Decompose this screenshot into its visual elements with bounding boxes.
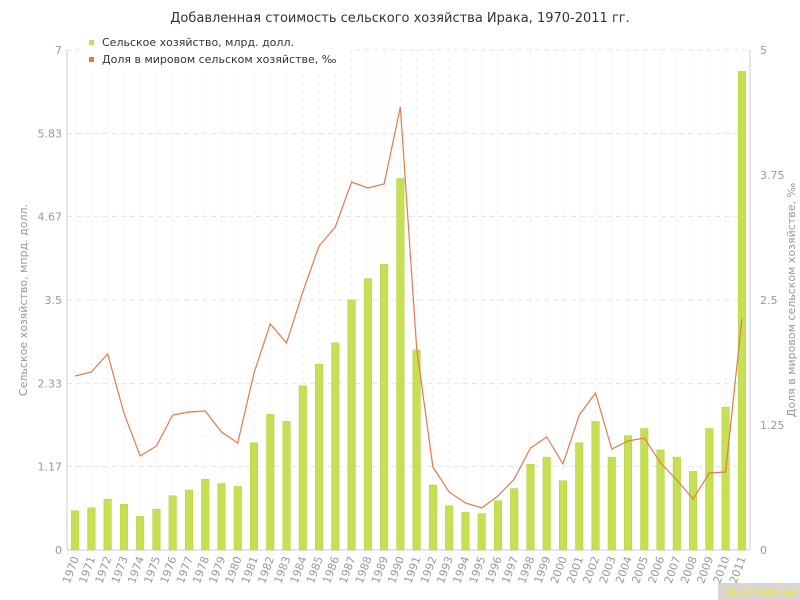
bar-1993[interactable] — [445, 505, 454, 551]
left-tick-label: 1.17 — [38, 460, 63, 473]
bar-2000[interactable] — [558, 480, 567, 551]
bar-2002[interactable] — [591, 421, 600, 551]
bar-2005[interactable] — [640, 428, 649, 551]
legend: Сельское хозяйство, млрд. долл. Доля в м… — [80, 33, 350, 71]
line-series — [74, 106, 743, 509]
bar-1973[interactable] — [119, 504, 128, 551]
bar-1994[interactable] — [461, 511, 470, 551]
bar-1975[interactable] — [152, 509, 161, 551]
bar-2007[interactable] — [672, 456, 681, 551]
bar-1992[interactable] — [428, 484, 437, 551]
bar-1987[interactable] — [347, 299, 356, 551]
bar-1985[interactable] — [315, 364, 324, 551]
bar-series — [71, 71, 746, 551]
bar-1981[interactable] — [250, 442, 259, 551]
bar-1986[interactable] — [331, 342, 340, 551]
bar-1983[interactable] — [282, 421, 291, 551]
bar-1972[interactable] — [103, 499, 112, 551]
legend-swatch-bars — [89, 40, 94, 45]
chart-title: Добавленная стоимость сельского хозяйств… — [170, 11, 629, 26]
left-tick-label: 2.33 — [38, 378, 63, 391]
x-axis-ticks: 1970197119721973197419751976197719781979… — [60, 555, 749, 586]
left-tick-label: 4.67 — [38, 210, 63, 223]
bar-1978[interactable] — [201, 479, 210, 551]
right-tick-label: 1.25 — [760, 419, 785, 432]
bar-1982[interactable] — [266, 414, 275, 551]
right-axis-title: Доля в мировом сельском хозяйстве, ‰ — [785, 183, 798, 418]
left-tick-label: 5.83 — [38, 128, 63, 141]
bar-1980[interactable] — [233, 486, 242, 551]
bar-1990[interactable] — [396, 178, 405, 551]
bar-2001[interactable] — [575, 442, 584, 551]
bar-2010[interactable] — [721, 406, 730, 551]
bar-2011[interactable] — [737, 71, 746, 551]
bar-2003[interactable] — [607, 456, 616, 551]
left-tick-label: 3.5 — [45, 294, 63, 307]
bar-2008[interactable] — [689, 471, 698, 551]
bar-1996[interactable] — [493, 500, 502, 551]
bar-1970[interactable] — [71, 510, 80, 551]
bar-1977[interactable] — [184, 489, 193, 551]
bar-1997[interactable] — [510, 488, 519, 551]
bar-2009[interactable] — [705, 428, 714, 551]
bar-1995[interactable] — [477, 513, 486, 551]
left-tick-label: 0 — [55, 544, 62, 557]
share-line[interactable] — [74, 106, 743, 509]
bar-1979[interactable] — [217, 483, 226, 551]
left-axis-ticks: 0 1.17 2.33 3.5 4.67 5.83 7 — [38, 44, 63, 557]
bar-1988[interactable] — [363, 278, 372, 551]
bar-1999[interactable] — [542, 456, 551, 551]
right-tick-label: 0 — [760, 544, 767, 557]
left-tick-label: 7 — [55, 44, 62, 57]
bar-1991[interactable] — [412, 349, 421, 551]
bar-1976[interactable] — [168, 495, 177, 551]
right-tick-label: 2.5 — [760, 294, 778, 307]
bar-2004[interactable] — [624, 435, 633, 551]
bar-1974[interactable] — [136, 516, 145, 551]
bar-1984[interactable] — [298, 385, 307, 551]
bar-2006[interactable] — [656, 449, 665, 551]
right-axis-ticks: 0 1.25 2.5 3.75 5 — [760, 44, 785, 557]
right-tick-label: 5 — [760, 44, 767, 57]
right-tick-label: 3.75 — [760, 169, 785, 182]
legend-label-line[interactable]: Доля в мировом сельском хозяйстве, ‰ — [102, 53, 337, 66]
legend-label-bars[interactable]: Сельское хозяйство, млрд. долл. — [102, 36, 294, 49]
left-axis-title: Сельское хозяйство, мпрд. долл. — [17, 204, 30, 396]
watermark: http://be5.biz — [718, 583, 800, 600]
bar-1989[interactable] — [380, 264, 389, 551]
bar-1971[interactable] — [87, 507, 96, 551]
legend-box — [80, 33, 350, 71]
legend-swatch-line — [89, 57, 94, 62]
bar-1998[interactable] — [526, 464, 535, 551]
